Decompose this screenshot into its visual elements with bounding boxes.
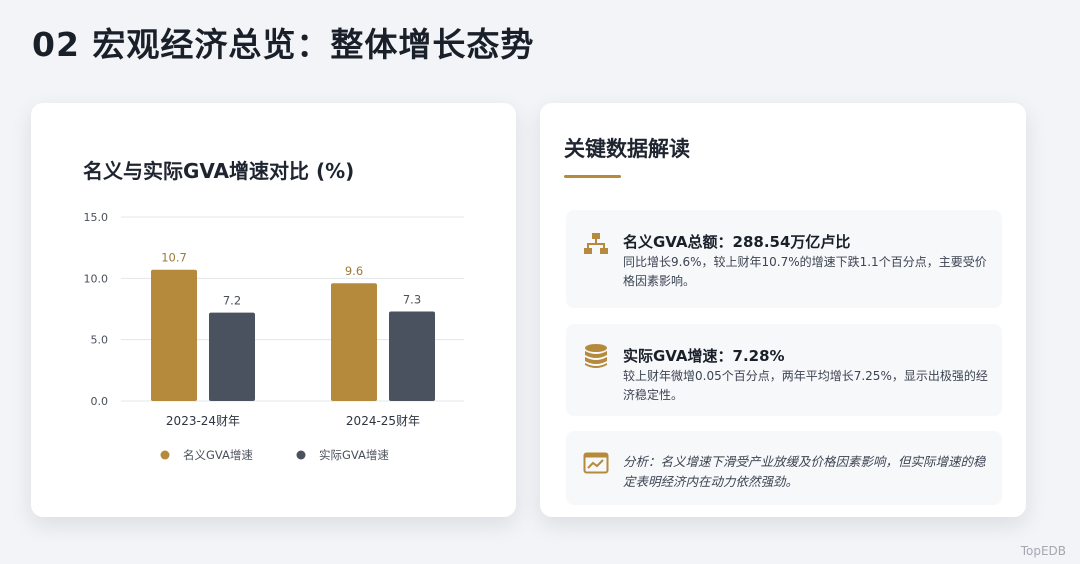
page-title: 02 宏观经济总览：整体增长态势	[32, 25, 535, 64]
title-underline	[564, 175, 621, 178]
insight-body: 同比增长9.6%，较上财年10.7%的增速下跌1.1个百分点，主要受价格因素影响…	[623, 255, 987, 288]
legend-swatch	[160, 450, 170, 460]
data-label: 7.2	[223, 294, 241, 308]
legend-swatch	[296, 450, 306, 460]
y-tick-label: 5.0	[91, 334, 109, 347]
insight-nominal-gva: 名义GVA总额：288.54万亿卢比 同比增长9.6%，较上财年10.7%的增速…	[566, 210, 1002, 308]
x-tick-label: 2024-25财年	[346, 414, 420, 428]
coin-stack-icon	[585, 344, 607, 368]
chart-title: 名义与实际GVA增速对比 (%)	[83, 159, 355, 183]
insights-card: 关键数据解读 名义GVA总额：288.54万亿卢比 同比增长9.6%，较上财年1…	[540, 103, 1026, 517]
data-label: 7.3	[403, 292, 421, 306]
legend-label: 名义GVA增速	[183, 448, 253, 462]
chart-window-icon	[583, 452, 609, 474]
y-tick-label: 0.0	[91, 395, 109, 408]
insight-heading: 实际GVA增速：7.28%	[623, 347, 785, 365]
y-tick-label: 15.0	[84, 211, 109, 224]
data-label: 10.7	[161, 251, 187, 265]
panel-title: 关键数据解读	[564, 137, 690, 161]
bar	[151, 269, 197, 401]
y-tick-label: 10.0	[84, 272, 109, 285]
hierarchy-icon	[584, 233, 608, 254]
insight-real-gva: 实际GVA增速：7.28% 较上财年微增0.05个百分点，两年平均增长7.25%…	[566, 324, 1002, 416]
watermark: TopEDB	[1020, 544, 1066, 558]
bar	[331, 283, 377, 401]
insight-body: 较上财年微增0.05个百分点，两年平均增长7.25%，显示出极强的经济稳定性。	[623, 369, 988, 402]
bar	[389, 311, 435, 401]
insight-heading: 名义GVA总额：288.54万亿卢比	[623, 233, 851, 251]
chart-card: 名义与实际GVA增速对比 (%) 0.0 5.0 10.0 15.0 10.7 9.6 7.…	[31, 103, 516, 517]
data-label: 9.6	[345, 264, 363, 278]
insight-analysis: 分析：名义增速下滑受产业放缓及价格因素影响，但实际增速的稳定表明经济内在动力依然…	[566, 431, 1002, 505]
bar-chart: 0.0 5.0 10.0 15.0 10.7 9.6 7.2 7.3 2023-24财年 2024…	[84, 211, 464, 462]
insight-note: 分析：名义增速下滑受产业放缓及价格因素影响，但实际增速的稳定表明经济内在动力依然…	[623, 454, 986, 489]
legend-label: 实际GVA增速	[319, 448, 389, 462]
x-tick-label: 2023-24财年	[166, 414, 240, 428]
bar	[209, 312, 255, 401]
